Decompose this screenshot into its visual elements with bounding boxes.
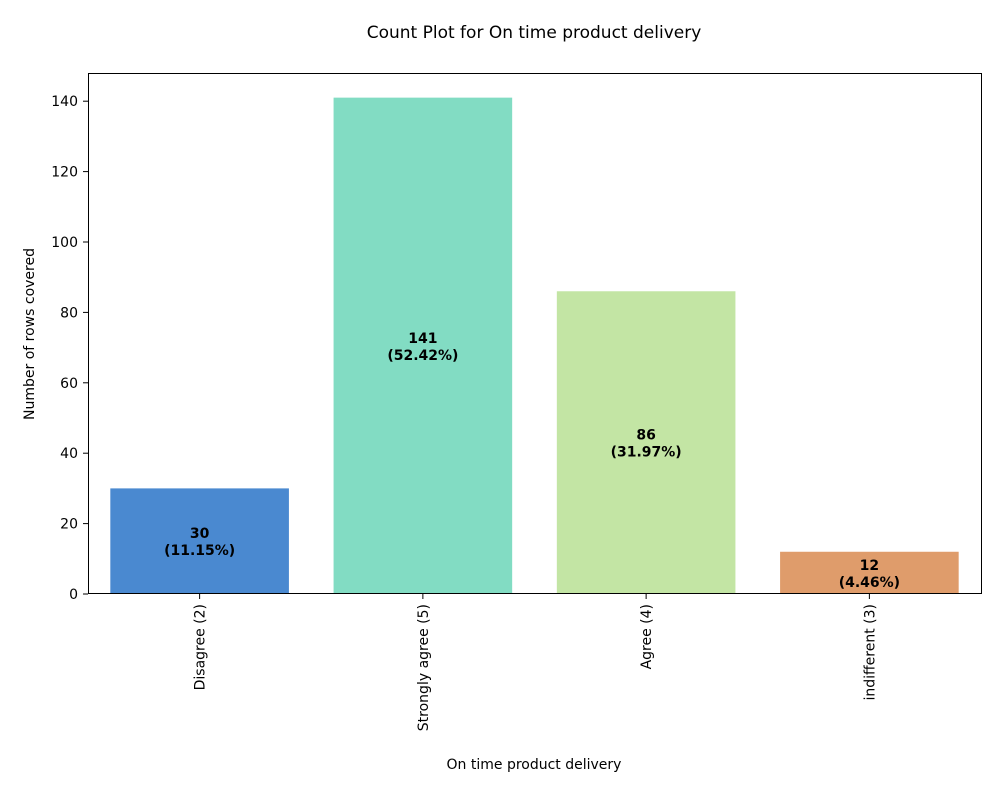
y-tick-label: 60 (60, 376, 78, 392)
bar-percent-label: (4.46%) (839, 575, 900, 591)
bar-count-label: 86 (636, 428, 655, 444)
x-tick-label: Disagree (2) (193, 604, 209, 690)
x-axis-ticks: Disagree (2) Strongly agree (5) Agree (4) i… (193, 594, 878, 731)
bar-percent-label: (31.97%) (611, 445, 682, 461)
x-tick-label: Strongly agree (5) (416, 604, 432, 731)
bar (780, 551, 959, 594)
bar-count-label: 141 (408, 331, 437, 347)
bar (556, 291, 736, 594)
bar-labels-group: 30(11.15%) 141(52.42%) 86(31.97%) 12(4.46%) (164, 331, 900, 591)
y-tick-label: 0 (69, 587, 78, 603)
x-tick-label: Agree (4) (639, 604, 655, 669)
bar-count-label: 30 (190, 526, 210, 542)
bar-count-label: 12 (860, 558, 879, 574)
y-tick-label: 80 (60, 305, 78, 321)
x-axis-label: On time product delivery (447, 757, 622, 773)
bar-percent-label: (11.15%) (164, 543, 235, 559)
y-tick-label: 20 (60, 517, 78, 533)
bars-group (110, 97, 959, 594)
plot-frame (88, 73, 982, 594)
y-tick-label: 100 (51, 235, 78, 251)
y-tick-label: 140 (51, 94, 78, 110)
bar-percent-label: (52.42%) (387, 348, 458, 364)
bar (333, 97, 513, 594)
bar (110, 488, 289, 594)
x-tick-label: indifferent (3) (862, 604, 878, 701)
y-axis-label: Number of rows covered (22, 248, 38, 420)
y-tick-label: 40 (60, 446, 78, 462)
y-tick-label: 120 (51, 165, 78, 181)
y-axis-ticks: 0 20 40 60 80 100 120 140 (51, 94, 88, 603)
chart-title: Count Plot for On time product delivery (367, 23, 702, 43)
